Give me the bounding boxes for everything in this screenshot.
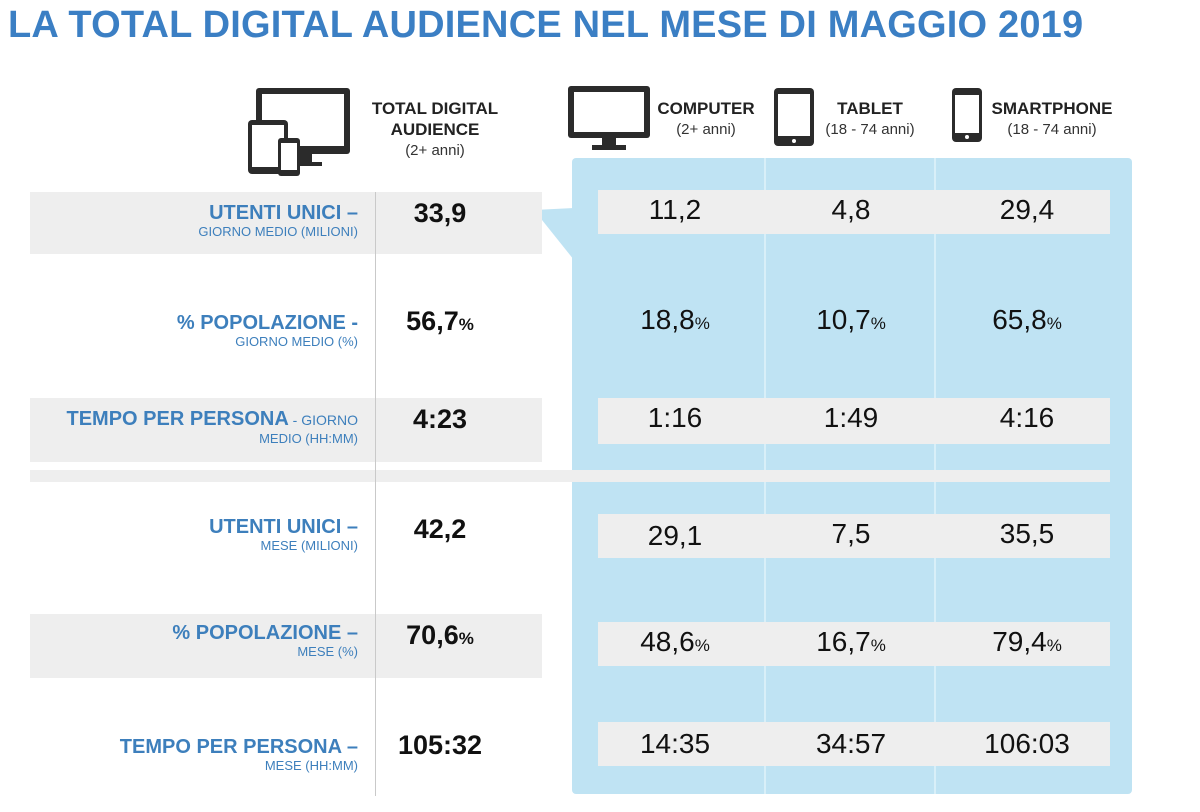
monitor-icon	[568, 86, 650, 150]
tablet-value: 1:49	[823, 402, 879, 433]
tablet-value: 16,7%	[776, 626, 926, 658]
smartphone-value: 4:16	[999, 402, 1055, 433]
panel-pointer	[534, 208, 574, 260]
total-number: 56,7	[406, 306, 459, 336]
header-total-name-1: TOTAL DIGITAL	[371, 99, 499, 118]
row-label-sub: MEDIO (HH:MM)	[259, 431, 358, 446]
row-band	[598, 722, 1110, 766]
smartphone-number: 79,4	[992, 626, 1047, 657]
row-label-main: UTENTI UNICI –	[209, 516, 358, 538]
smartphone-value: 65,8%	[952, 304, 1102, 336]
smartphone-value: 29,4	[999, 194, 1055, 225]
header-computer: COMPUTER (2+ anni)	[650, 98, 762, 140]
header-tablet-range: (18 - 74 anni)	[825, 121, 915, 138]
page-title: LA TOTAL DIGITAL AUDIENCE NEL MESE DI MA…	[8, 4, 1084, 46]
row-label-sub: MESE (MILIONI)	[260, 538, 358, 553]
computer-value: 14:35	[639, 728, 711, 759]
tablet-value: 4,8	[831, 194, 871, 225]
row-label-sub: GIORNO MEDIO (MILIONI)	[198, 224, 358, 239]
row-band	[598, 190, 1110, 234]
smartphone-icon	[952, 88, 982, 142]
header-tablet-name: TABLET	[837, 99, 903, 118]
header-computer-range: (2+ anni)	[676, 121, 736, 138]
smartphone-number: 65,8	[992, 304, 1047, 335]
section-separator	[30, 470, 1110, 482]
total-value: 42,2	[413, 514, 467, 544]
computer-value: 29,1	[647, 520, 703, 551]
percent-sign: %	[694, 314, 710, 333]
computer-number: 48,6	[640, 626, 695, 657]
total-number: 70,6	[406, 620, 459, 650]
total-value: 70,6%	[380, 620, 500, 651]
row-label: % POPOLAZIONE - GIORNO MEDIO (%)	[18, 312, 358, 350]
header-smartphone: SMARTPHONE (18 - 74 anni)	[982, 98, 1122, 140]
percent-sign: %	[458, 315, 474, 334]
smartphone-value: 106:03	[984, 728, 1070, 759]
row-band	[598, 622, 1110, 666]
percent-sign: %	[694, 636, 710, 655]
row-label: TEMPO PER PERSONA - GIORNO MEDIO (HH:MM)	[18, 408, 359, 447]
row-label-main-suffix: - GIORNO	[288, 412, 358, 428]
computer-value: 1:16	[647, 402, 703, 433]
header-tablet: TABLET (18 - 74 anni)	[814, 98, 926, 140]
row-label-sub: MESE (HH:MM)	[264, 758, 358, 773]
row-label: UTENTI UNICI – GIORNO MEDIO (MILIONI)	[18, 202, 358, 240]
row-label: % POPOLAZIONE – MESE (%)	[18, 622, 358, 660]
header-total-range: (2+ anni)	[405, 142, 465, 159]
total-value: 33,9	[413, 198, 467, 228]
row-label: TEMPO PER PERSONA – MESE (HH:MM)	[18, 736, 358, 774]
row-label-main-text: TEMPO PER PERSONA	[66, 408, 289, 430]
header-smartphone-name: SMARTPHONE	[991, 99, 1113, 118]
row-band	[30, 398, 542, 462]
row-label-main: TEMPO PER PERSONA - GIORNO	[18, 408, 359, 431]
header-total: TOTAL DIGITAL AUDIENCE (2+ anni)	[360, 98, 510, 161]
computer-number: 18,8	[640, 304, 695, 335]
row-label-main: TEMPO PER PERSONA –	[119, 736, 358, 758]
row-band	[30, 192, 542, 254]
row-label-sub: MESE (%)	[297, 644, 358, 659]
header-total-name-2: AUDIENCE	[390, 120, 480, 139]
percent-sign: %	[870, 636, 886, 655]
row-label-main: UTENTI UNICI –	[209, 202, 358, 224]
row-label-sub: GIORNO MEDIO (%)	[235, 334, 358, 349]
smartphone-value: 79,4%	[952, 626, 1102, 658]
row-band	[30, 614, 542, 678]
computer-value: 11,2	[648, 194, 702, 225]
total-value: 56,7%	[380, 306, 500, 337]
row-band	[598, 398, 1110, 444]
tablet-number: 16,7	[816, 626, 871, 657]
row-label: UTENTI UNICI – MESE (MILIONI)	[18, 516, 358, 554]
percent-sign: %	[870, 314, 886, 333]
header-computer-name: COMPUTER	[657, 99, 755, 118]
computer-value: 48,6%	[600, 626, 750, 658]
tablet-number: 10,7	[816, 304, 871, 335]
percent-sign: %	[1046, 636, 1062, 655]
tablet-value: 7,5	[831, 518, 871, 549]
tablet-icon	[774, 88, 814, 146]
header-smartphone-range: (18 - 74 anni)	[1007, 121, 1097, 138]
total-value: 105:32	[397, 730, 483, 760]
total-value: 4:23	[412, 404, 468, 434]
tablet-value: 10,7%	[776, 304, 926, 336]
multi-device-icon	[248, 88, 350, 176]
computer-value: 18,8%	[600, 304, 750, 336]
row-label-main: % POPOLAZIONE –	[172, 622, 358, 644]
column-divider	[375, 192, 376, 796]
tablet-value: 34:57	[815, 728, 887, 759]
percent-sign: %	[458, 629, 474, 648]
row-band	[598, 514, 1110, 558]
percent-sign: %	[1046, 314, 1062, 333]
row-label-main: % POPOLAZIONE -	[176, 312, 358, 334]
smartphone-value: 35,5	[999, 518, 1055, 549]
